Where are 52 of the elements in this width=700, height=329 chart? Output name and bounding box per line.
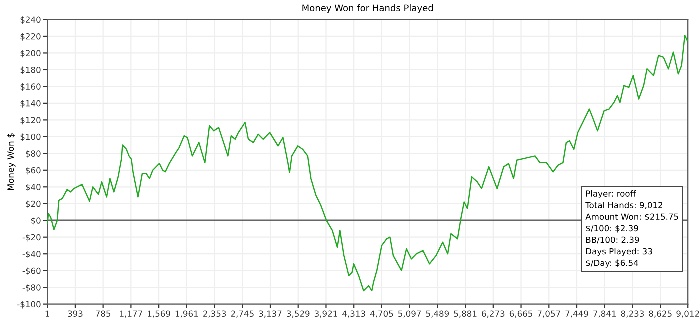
x-tick-label: 4,705 bbox=[370, 310, 394, 318]
x-tick-label: 1,569 bbox=[148, 310, 170, 318]
y-axis-title: Money Won $ bbox=[7, 134, 16, 190]
annotation: Player: rooff bbox=[586, 190, 636, 199]
line-series bbox=[48, 35, 688, 292]
x-tick-label: 1,961 bbox=[176, 310, 198, 318]
y-tick-label: -$20 bbox=[22, 234, 41, 242]
x-tick-label: 8,233 bbox=[621, 310, 644, 318]
x-tick-label: 6,665 bbox=[510, 310, 532, 318]
annotation: $/100: $2.39 bbox=[586, 225, 638, 233]
x-tick-label: 7,057 bbox=[538, 310, 560, 318]
x-tick-label: 8,625 bbox=[649, 310, 672, 318]
y-tick-label: $120 bbox=[20, 117, 41, 125]
x-tick-label: 4,313 bbox=[342, 310, 366, 318]
x-tick-label: 9,012 bbox=[676, 310, 700, 318]
annotation: Total Hands: 9,012 bbox=[586, 202, 662, 210]
y-tick-label: $40 bbox=[26, 184, 41, 192]
x-tick-label: 5,881 bbox=[454, 310, 477, 318]
y-tick-label: -$60 bbox=[22, 268, 41, 276]
y-tick-label: $100 bbox=[20, 134, 41, 142]
x-tick-label: 6,273 bbox=[482, 310, 505, 318]
annotation: Amount Won: $215.75 bbox=[586, 214, 678, 222]
annotation: Days Played: 33 bbox=[586, 248, 652, 256]
x-tick-label: 2,745 bbox=[231, 310, 254, 318]
x-tick-label: 1 bbox=[46, 310, 50, 317]
x-tick-label: 785 bbox=[96, 310, 111, 318]
y-tick-label: $20 bbox=[26, 200, 41, 208]
y-tick-label: $200 bbox=[20, 50, 41, 58]
x-tick-label: 3,921 bbox=[314, 310, 338, 318]
y-tick-label: -$80 bbox=[22, 284, 41, 292]
x-tick-label: 5,489 bbox=[426, 310, 450, 318]
x-tick-label: 7,841 bbox=[594, 310, 616, 318]
y-tick-label: $220 bbox=[20, 33, 41, 41]
x-tick-label: 2,353 bbox=[203, 310, 226, 318]
chart-title: Money Won for Hands Played bbox=[302, 4, 434, 14]
x-tick-label: 5,097 bbox=[398, 310, 422, 318]
annotation: BB/100: 2.39 bbox=[586, 236, 640, 244]
x-tick-label: 393 bbox=[68, 310, 83, 318]
y-tick-label: $160 bbox=[20, 84, 41, 92]
annotation: $/Day: $6.54 bbox=[586, 260, 638, 268]
y-tick-label: -$100 bbox=[18, 301, 41, 309]
x-tick-label: 3,529 bbox=[287, 310, 310, 318]
y-tick-label: $0 bbox=[31, 217, 41, 226]
y-tick-label: $140 bbox=[20, 100, 41, 108]
y-tick-label: $240 bbox=[20, 16, 41, 24]
y-tick-label: -$40 bbox=[22, 250, 41, 258]
x-tick-label: 7,449 bbox=[566, 310, 588, 318]
y-tick-label: $80 bbox=[26, 150, 41, 158]
y-tick-label: $180 bbox=[20, 66, 41, 74]
y-tick-label: $60 bbox=[26, 167, 41, 175]
x-tick-label: 3,137 bbox=[259, 310, 282, 318]
x-tick-label: 1,177 bbox=[120, 310, 142, 318]
